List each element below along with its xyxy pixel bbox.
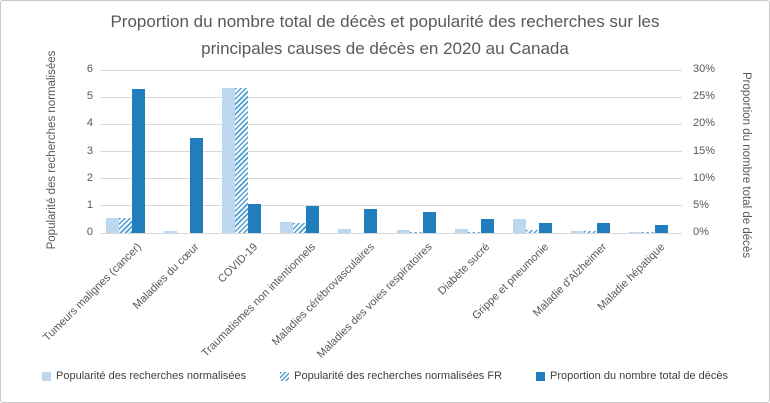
bar-solid-dark-blue[interactable] bbox=[190, 138, 203, 233]
bar-solid-dark-blue[interactable] bbox=[423, 212, 436, 233]
category-label: Maladies des voies respiratoires bbox=[314, 241, 435, 361]
bar-hatched-blue[interactable] bbox=[410, 232, 423, 233]
left-axis-tick: 1 bbox=[86, 198, 93, 211]
category-label: Traumatismes non intentionnels bbox=[199, 241, 319, 360]
gridline bbox=[100, 151, 682, 152]
bar-solid-dark-blue[interactable] bbox=[539, 223, 552, 233]
left-axis-tick: 6 bbox=[86, 63, 93, 75]
legend-item-0[interactable]: Popularité des recherches normalisées bbox=[42, 370, 246, 382]
right-axis-tick: 10% bbox=[693, 171, 716, 184]
bar-solid-light-blue[interactable] bbox=[629, 232, 642, 233]
left-axis-tick: 5 bbox=[86, 90, 93, 103]
category-label: Maladies cérébrovasculaires bbox=[269, 241, 377, 349]
legend-swatch-hatched-blue bbox=[280, 371, 290, 381]
bar-hatched-blue[interactable] bbox=[235, 88, 248, 233]
bar-solid-light-blue[interactable] bbox=[164, 231, 177, 233]
left-axis-tick: 0 bbox=[86, 226, 93, 238]
bar-hatched-blue[interactable] bbox=[584, 231, 597, 233]
bar-hatched-blue[interactable] bbox=[468, 232, 481, 233]
bar-solid-light-blue[interactable] bbox=[571, 231, 584, 233]
bar-hatched-blue[interactable] bbox=[642, 232, 655, 233]
right-axis-tick: 0% bbox=[693, 226, 709, 238]
gridline bbox=[100, 205, 682, 207]
bar-solid-dark-blue[interactable] bbox=[597, 223, 610, 233]
bar-solid-light-blue[interactable] bbox=[106, 218, 119, 233]
legend-swatch-solid-dark-blue bbox=[536, 371, 546, 381]
legend-item-1[interactable]: Popularité des recherches normalisées FR bbox=[280, 370, 502, 382]
bar-solid-dark-blue[interactable] bbox=[132, 89, 145, 233]
bar-solid-light-blue[interactable] bbox=[455, 229, 468, 233]
bar-solid-light-blue[interactable] bbox=[280, 222, 293, 233]
gridline bbox=[100, 123, 682, 125]
legend: Popularité des recherches normalisées Pop… bbox=[0, 370, 770, 382]
legend-label: Proportion du nombre total de décès bbox=[550, 370, 728, 382]
category-label: COVID-19 bbox=[215, 241, 260, 286]
legend-label: Popularité des recherches normalisées bbox=[56, 370, 247, 382]
chart-title: Proportion du nombre total de décès et p… bbox=[110, 12, 660, 58]
bar-solid-dark-blue[interactable] bbox=[248, 204, 261, 233]
right-axis-tick: 20% bbox=[693, 117, 716, 130]
category-label: Tumeurs malignes (cancer) bbox=[40, 241, 144, 344]
bar-solid-light-blue[interactable] bbox=[338, 229, 351, 233]
right-axis-tick: 5% bbox=[693, 198, 709, 211]
gridline bbox=[100, 232, 682, 234]
left-axis-tick: 3 bbox=[86, 144, 93, 157]
legend-label: Popularité des recherches normalisées FR bbox=[294, 370, 503, 382]
right-axis-tick: 25% bbox=[693, 90, 716, 103]
right-axis-tick: 30% bbox=[693, 63, 716, 75]
gridline bbox=[100, 96, 682, 98]
bar-solid-light-blue[interactable] bbox=[397, 230, 410, 233]
gridline bbox=[100, 69, 682, 71]
right-axis-tick: 15% bbox=[693, 144, 716, 157]
gridline bbox=[100, 178, 682, 180]
bar-hatched-blue[interactable] bbox=[293, 223, 306, 233]
bar-solid-dark-blue[interactable] bbox=[364, 209, 377, 233]
left-axis-tick: 2 bbox=[86, 171, 93, 184]
left-axis-tick: 4 bbox=[86, 117, 93, 130]
legend-swatch-solid-light-blue bbox=[42, 371, 51, 381]
bar-solid-dark-blue[interactable] bbox=[306, 206, 319, 233]
bar-solid-dark-blue[interactable] bbox=[481, 219, 494, 233]
category-label: Diabète sucré bbox=[436, 241, 493, 298]
bar-solid-dark-blue[interactable] bbox=[655, 225, 668, 233]
bar-hatched-blue[interactable] bbox=[526, 230, 539, 233]
bar-hatched-blue[interactable] bbox=[119, 218, 132, 233]
bar-solid-light-blue[interactable] bbox=[513, 219, 526, 233]
legend-item-2[interactable]: Proportion du nombre total de décès bbox=[536, 370, 728, 382]
bar-solid-light-blue[interactable] bbox=[222, 88, 235, 233]
